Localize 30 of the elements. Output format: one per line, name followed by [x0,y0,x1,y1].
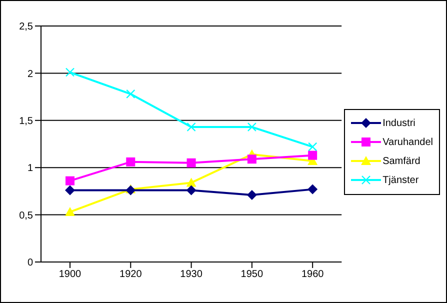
point [247,154,256,164]
point [246,190,257,200]
point [186,158,196,168]
point [66,176,74,186]
point [65,68,75,77]
x-tick-label: 1900 [58,269,82,280]
y-tick-label: 1,5 [19,116,34,127]
legend-label: Tjänster [382,174,419,186]
legend-label: Samfärd [382,156,420,166]
point [247,122,257,132]
y-tick-label: 0,5 [19,210,34,222]
point [65,206,75,216]
point [308,150,318,160]
x-tick-label: 1960 [301,269,324,280]
point [186,178,196,187]
point [186,185,196,196]
point [65,185,75,196]
y-tick-label: 1 [27,163,34,174]
y-tick-label: 0 [27,258,34,269]
point [126,157,136,166]
x-tick-label: 1950 [240,269,264,280]
legend-label: Varuhandel [382,136,433,148]
point [186,122,196,132]
y-tick-label: 2,5 [19,22,34,33]
x-tick-label: 1930 [180,269,203,280]
legend-label: Industri [382,118,416,128]
y-tick-label: 2 [27,68,34,80]
point [308,184,318,194]
x-tick-label: 1920 [120,269,142,280]
point [308,142,318,152]
